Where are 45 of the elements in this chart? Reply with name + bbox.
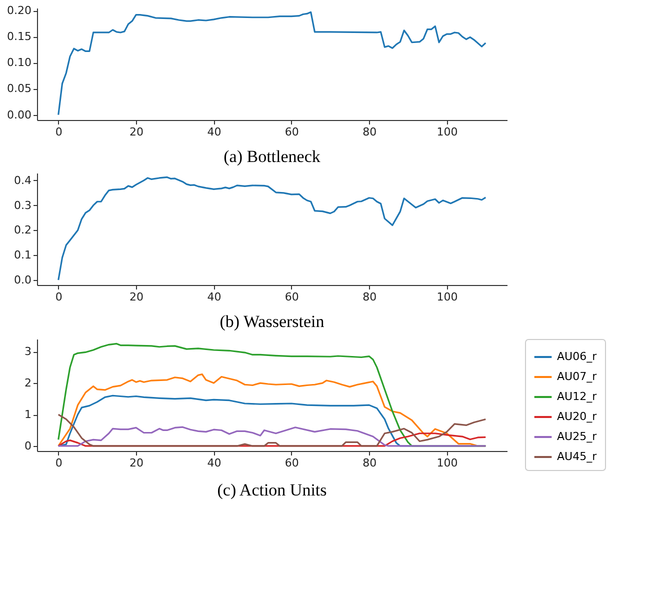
text: (b) Wasserstein <box>220 312 325 331</box>
x-tick-label: 20 <box>130 126 144 138</box>
y-tick-label: 0.10 <box>7 56 32 70</box>
x-tick-label: 60 <box>284 126 299 138</box>
x-tick-label: 60 <box>284 290 299 304</box>
x-tick-label: 20 <box>130 456 144 470</box>
y-tick-label: 3 <box>24 345 32 358</box>
text: (a) Bottleneck <box>224 147 321 166</box>
y-tick-label: 0.1 <box>14 248 32 262</box>
legend-label: AU06_r <box>557 350 598 363</box>
x-tick-label: 100 <box>436 290 458 304</box>
x-tick-label: 0 <box>55 290 62 304</box>
x-tick-label: 60 <box>284 456 299 470</box>
y-tick-label: 0.3 <box>14 198 32 212</box>
y-tick-label: 0.05 <box>7 82 32 96</box>
x-tick-label: 80 <box>362 456 377 470</box>
legend-label: AU07_r <box>557 370 598 383</box>
x-tick-label: 40 <box>207 456 222 470</box>
legend-label: AU45_r <box>557 450 598 463</box>
legend-label: AU20_r <box>557 410 598 423</box>
line-series <box>58 11 486 116</box>
line-series <box>58 414 486 447</box>
legend-label: AU12_r <box>557 390 598 403</box>
y-tick-label: 0 <box>24 439 32 452</box>
y-tick-label: 0.0 <box>14 274 32 287</box>
line-series <box>58 176 486 281</box>
x-tick-label: 80 <box>362 126 377 138</box>
text: (c) Action Units <box>217 480 327 500</box>
y-tick-label: 0.20 <box>7 4 32 18</box>
x-tick-label: 40 <box>207 290 222 304</box>
legend-label: AU25_r <box>557 430 598 443</box>
x-tick-label: 0 <box>55 456 62 470</box>
x-tick-label: 20 <box>130 290 144 304</box>
x-tick-label: 100 <box>436 456 458 470</box>
y-tick-label: 1 <box>24 408 32 422</box>
x-tick-label: 0 <box>55 126 62 138</box>
y-tick-label: 0.15 <box>7 30 32 44</box>
x-tick-label: 100 <box>436 126 458 138</box>
y-tick-label: 2 <box>24 376 32 390</box>
y-tick-label: 0.4 <box>14 174 32 187</box>
x-tick-label: 80 <box>362 290 377 304</box>
y-tick-label: 0.2 <box>14 224 32 237</box>
line-series <box>58 426 486 447</box>
y-tick-label: 0.00 <box>7 108 32 122</box>
x-tick-label: 40 <box>207 126 222 138</box>
